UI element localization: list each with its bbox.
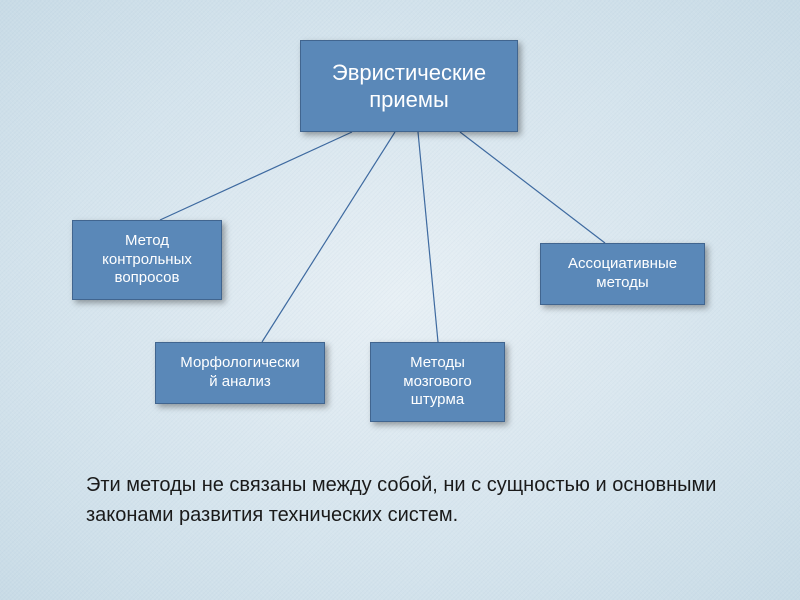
child-node-3-label: Методымозговогоштурма: [403, 354, 471, 410]
child-node-2-label: Морфологический анализ: [180, 354, 299, 392]
caption-text-content: Эти методы не связаны между собой, ни с …: [86, 474, 716, 526]
child-node-3: Методымозговогоштурма: [370, 342, 505, 422]
child-node-1-label: Методконтрольныхвопросов: [102, 232, 192, 288]
caption-text: Эти методы не связаны между собой, ни с …: [86, 470, 746, 530]
child-node-4-label: Ассоциативныеметоды: [568, 255, 677, 293]
child-node-1: Методконтрольныхвопросов: [72, 220, 222, 300]
root-node-label: Эвристическиеприемы: [332, 59, 486, 114]
child-node-4: Ассоциативныеметоды: [540, 243, 705, 305]
child-node-2: Морфологический анализ: [155, 342, 325, 404]
root-node: Эвристическиеприемы: [300, 40, 518, 132]
